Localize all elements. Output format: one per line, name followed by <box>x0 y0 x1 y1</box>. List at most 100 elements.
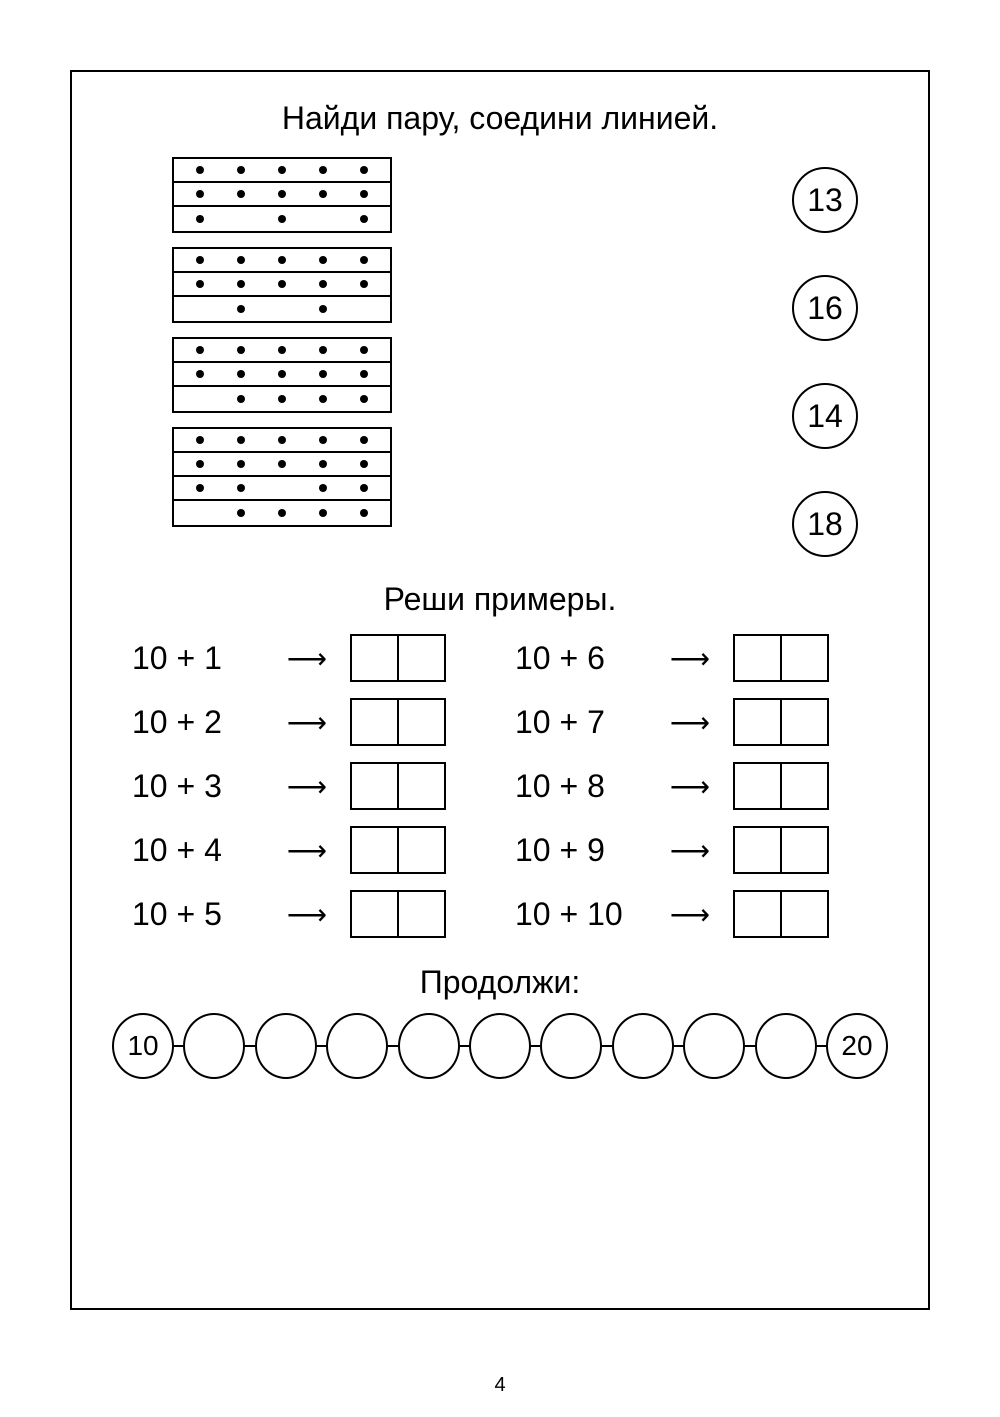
answer-box[interactable] <box>733 826 829 874</box>
answer-cell[interactable] <box>735 700 782 744</box>
answer-cell[interactable] <box>782 700 827 744</box>
answer-cell[interactable] <box>352 828 399 872</box>
answer-cell[interactable] <box>735 636 782 680</box>
dot <box>360 395 368 403</box>
dot <box>237 460 245 468</box>
sequence-connector <box>674 1045 683 1048</box>
math-problem: 10 + 9⟶ <box>515 826 868 874</box>
dot <box>278 256 286 264</box>
dot <box>360 215 368 223</box>
section1-title: Найди пару, соедини линией. <box>102 100 898 137</box>
answer-cell[interactable] <box>735 828 782 872</box>
answer-cell[interactable] <box>352 636 399 680</box>
sequence-circle-empty[interactable] <box>255 1013 317 1079</box>
answer-box[interactable] <box>350 634 446 682</box>
answer-box[interactable] <box>733 698 829 746</box>
answer-cell[interactable] <box>399 700 444 744</box>
problems-grid: 10 + 1⟶10 + 6⟶10 + 2⟶10 + 7⟶10 + 3⟶10 + … <box>132 634 868 938</box>
math-problem: 10 + 4⟶ <box>132 826 485 874</box>
arrow-icon: ⟶ <box>659 642 719 675</box>
math-problem: 10 + 6⟶ <box>515 634 868 682</box>
answer-cell[interactable] <box>735 764 782 808</box>
dot-row <box>174 159 390 183</box>
sequence-circle-empty[interactable] <box>469 1013 531 1079</box>
expression: 10 + 9 <box>515 832 645 869</box>
sequence-circle-empty[interactable] <box>183 1013 245 1079</box>
dot-row <box>174 387 390 411</box>
dot <box>196 484 204 492</box>
section2-title: Реши примеры. <box>102 581 898 618</box>
number-sequence: 1020 <box>112 1013 888 1079</box>
answer-cell[interactable] <box>399 764 444 808</box>
page-number: 4 <box>0 1374 1000 1397</box>
dot <box>319 436 327 444</box>
dot <box>278 436 286 444</box>
answer-cell[interactable] <box>352 892 399 936</box>
dot <box>237 370 245 378</box>
dot <box>196 280 204 288</box>
dot <box>237 395 245 403</box>
number-circle: 13 <box>792 167 858 233</box>
answer-cell[interactable] <box>782 892 827 936</box>
sequence-circle-empty[interactable] <box>755 1013 817 1079</box>
dot <box>237 509 245 517</box>
sequence-connector <box>245 1045 254 1048</box>
dot <box>360 460 368 468</box>
sequence-connector <box>317 1045 326 1048</box>
answer-box[interactable] <box>350 890 446 938</box>
answer-cell[interactable] <box>399 892 444 936</box>
sequence-circle-empty[interactable] <box>612 1013 674 1079</box>
dot <box>196 346 204 354</box>
dot <box>196 256 204 264</box>
answer-box[interactable] <box>350 698 446 746</box>
dot <box>278 395 286 403</box>
sequence-circle-empty[interactable] <box>326 1013 388 1079</box>
math-problem: 10 + 3⟶ <box>132 762 485 810</box>
dot <box>237 256 245 264</box>
arrow-icon: ⟶ <box>276 642 336 675</box>
sequence-connector <box>817 1045 826 1048</box>
expression: 10 + 7 <box>515 704 645 741</box>
answer-cell[interactable] <box>782 636 827 680</box>
sequence-circle-empty[interactable] <box>398 1013 460 1079</box>
answer-cell[interactable] <box>352 700 399 744</box>
sequence-connector <box>745 1045 754 1048</box>
sequence-circle-empty[interactable] <box>683 1013 745 1079</box>
answer-cell[interactable] <box>735 892 782 936</box>
dot <box>319 256 327 264</box>
answer-cell[interactable] <box>352 764 399 808</box>
dot-row <box>174 339 390 363</box>
dot <box>360 484 368 492</box>
dot <box>319 190 327 198</box>
sequence-circle-filled: 10 <box>112 1013 174 1079</box>
sequence-circle-empty[interactable] <box>540 1013 602 1079</box>
dot <box>237 166 245 174</box>
dot <box>360 190 368 198</box>
dot <box>360 256 368 264</box>
dot <box>319 484 327 492</box>
answer-cell[interactable] <box>399 828 444 872</box>
answer-cell[interactable] <box>782 764 827 808</box>
dot <box>278 346 286 354</box>
dot <box>319 509 327 517</box>
answer-box[interactable] <box>733 762 829 810</box>
answer-box[interactable] <box>733 634 829 682</box>
dot <box>278 166 286 174</box>
dot-row <box>174 429 390 453</box>
dot-boxes-column <box>172 157 392 527</box>
dot-row <box>174 183 390 207</box>
answer-cell[interactable] <box>399 636 444 680</box>
dot <box>360 280 368 288</box>
answer-box[interactable] <box>350 826 446 874</box>
answer-cell[interactable] <box>782 828 827 872</box>
dot <box>319 346 327 354</box>
dot <box>237 484 245 492</box>
answer-box[interactable] <box>350 762 446 810</box>
expression: 10 + 3 <box>132 768 262 805</box>
answer-box[interactable] <box>733 890 829 938</box>
math-problem: 10 + 10⟶ <box>515 890 868 938</box>
expression: 10 + 5 <box>132 896 262 933</box>
dot-row <box>174 501 390 525</box>
dot <box>237 346 245 354</box>
dot-row <box>174 363 390 387</box>
